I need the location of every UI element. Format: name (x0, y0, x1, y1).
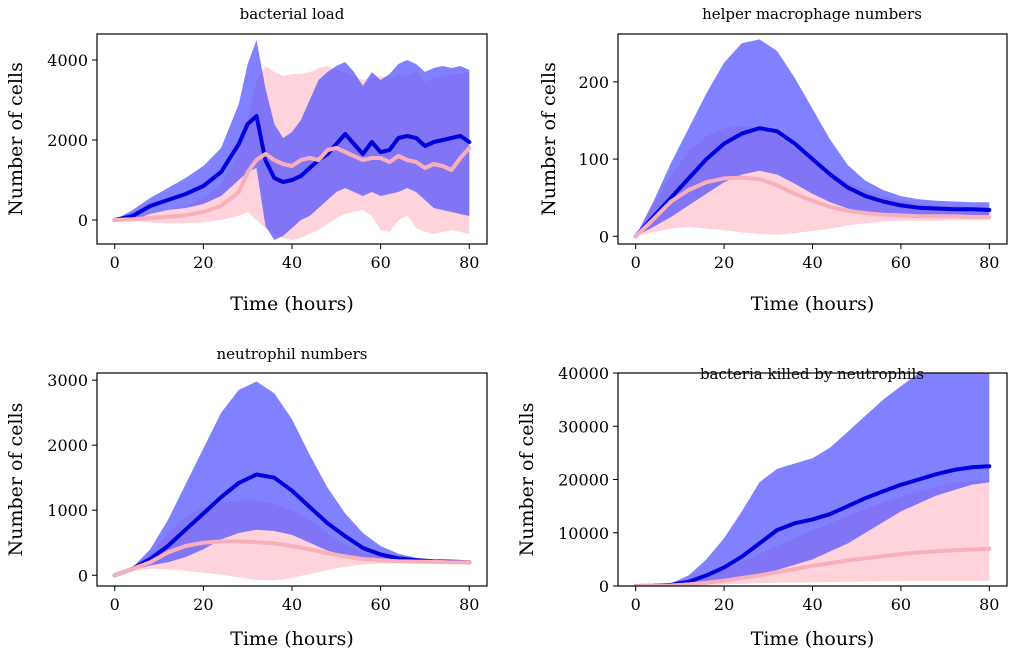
x-tick-label: 60 (370, 253, 390, 272)
x-tick-label: 20 (714, 253, 734, 272)
mean-line-blue (633, 464, 992, 586)
band-blue (114, 381, 470, 576)
band-blue (635, 373, 990, 586)
y-axis-label: Number of cells (516, 403, 538, 557)
chart-title: helper macrophage numbers (702, 5, 922, 23)
x-tick-label: 20 (193, 253, 213, 272)
panel-bacterial-load: 0 20 40 60 80 0 2000 4000 bacterial load Time (ho… (5, 5, 488, 315)
x-axis-label: Time (hours) (230, 628, 354, 650)
panel-neutrophil-numbers: 0 20 40 60 80 0 1000 2000 3000 neutrophil numbers… (5, 345, 488, 650)
x-tick-label: 80 (459, 253, 479, 272)
y-tick-label: 30000 (558, 417, 609, 436)
x-axis-label: Time (hours) (751, 628, 875, 650)
plot-area (633, 373, 992, 586)
mean-line-pink (633, 546, 992, 586)
x-tick-label: 40 (282, 595, 302, 614)
plot-area (112, 381, 472, 581)
y-tick-label: 2000 (47, 436, 88, 455)
y-tick-label: 20000 (558, 471, 609, 490)
x-tick-label: 60 (370, 595, 390, 614)
x-tick-label: 40 (282, 253, 302, 272)
mean-line-blue (633, 126, 992, 239)
y-tick-label: 10000 (558, 524, 609, 543)
x-tick-label: 0 (110, 595, 120, 614)
panel-bacteria-killed-by-neutrophils: 0 20 40 60 80 0 10000 20000 30000 40000 bacteria k… (516, 364, 1008, 650)
y-tick-label: 0 (599, 227, 609, 246)
chart-title: neutrophil numbers (217, 345, 368, 363)
x-tick-label: 0 (631, 595, 641, 614)
y-axis-label: Number of cells (5, 403, 27, 557)
y-tick-label: 0 (78, 566, 88, 585)
x-tick-label: 40 (802, 595, 822, 614)
y-tick-label: 40000 (558, 364, 609, 383)
x-tick-label: 20 (714, 595, 734, 614)
y-tick-label: 1000 (47, 501, 88, 520)
y-tick-label: 3000 (47, 371, 88, 390)
y-axis-label: Number of cells (5, 62, 27, 216)
x-axis-label: Time (hours) (230, 293, 354, 315)
band-blue (114, 40, 470, 240)
x-tick-label: 60 (891, 595, 911, 614)
x-tick-label: 80 (979, 253, 999, 272)
x-tick-label: 0 (631, 253, 641, 272)
x-tick-label: 0 (110, 253, 120, 272)
plot-area (633, 39, 992, 239)
y-tick-label: 0 (599, 577, 609, 596)
y-tick-label: 0 (78, 211, 88, 230)
x-axis-label: Time (hours) (751, 293, 875, 315)
panel-helper-macrophage-numbers: 0 20 40 60 80 0 100 200 helper macrophage number… (538, 5, 1008, 315)
y-axis-label: Number of cells (538, 62, 560, 216)
y-tick-label: 200 (578, 73, 609, 92)
plot-area (112, 40, 472, 240)
band-blue (635, 39, 990, 237)
y-tick-label: 2000 (47, 131, 88, 150)
y-tick-label: 100 (578, 150, 609, 169)
mean-line-pink (112, 146, 472, 222)
mean-line-pink (633, 175, 992, 239)
mean-line-pink (112, 539, 472, 578)
chart-title: bacterial load (240, 5, 345, 23)
x-tick-label: 20 (193, 595, 213, 614)
x-tick-label: 40 (802, 253, 822, 272)
x-tick-label: 80 (459, 595, 479, 614)
chart-title: bacteria killed by neutrophils (700, 365, 924, 383)
y-tick-label: 4000 (47, 51, 88, 70)
x-tick-label: 80 (979, 595, 999, 614)
x-tick-label: 60 (891, 253, 911, 272)
